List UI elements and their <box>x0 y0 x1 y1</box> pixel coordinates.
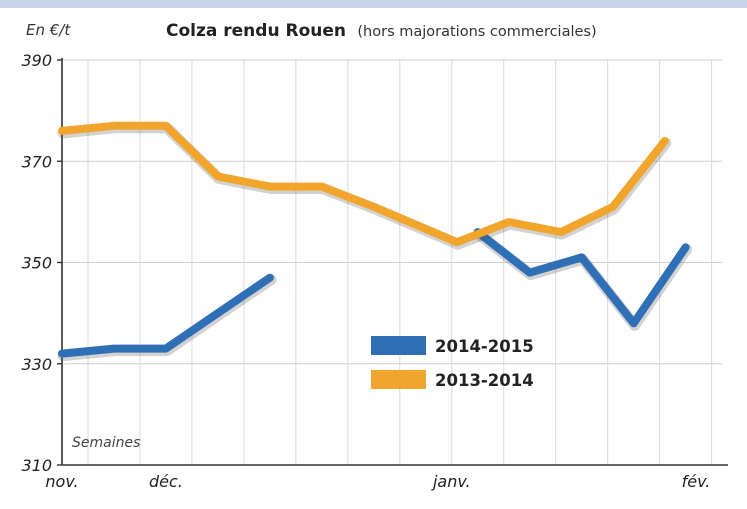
series-line <box>58 121 669 247</box>
chart-title: Colza rendu Rouen (hors majorations comm… <box>166 21 597 41</box>
legend-label: 2013-2014 <box>435 371 534 390</box>
legend: 2014-2015 2013-2014 <box>371 336 534 390</box>
series-point <box>59 351 65 357</box>
x-tick-label: déc. <box>149 472 183 491</box>
x-ticks: nov. déc. janv. fév. <box>45 472 710 491</box>
top-band <box>0 0 747 8</box>
y-tick-label: 390 <box>21 51 52 70</box>
legend-swatch <box>371 336 426 355</box>
series-point <box>267 184 273 190</box>
series-point <box>59 128 65 134</box>
series-point <box>371 204 377 210</box>
series-point <box>631 320 637 326</box>
series-point <box>111 346 117 352</box>
axes <box>61 58 728 466</box>
legend-swatch <box>371 370 426 389</box>
series-point <box>163 123 169 129</box>
series-point <box>454 239 460 245</box>
x-axis-label: Semaines <box>72 435 140 451</box>
series-point <box>579 254 585 260</box>
series-point <box>163 346 169 352</box>
legend-label: 2014-2015 <box>435 337 534 356</box>
y-tick-label: 330 <box>21 355 52 374</box>
x-tick-label: janv. <box>431 472 471 491</box>
y-tick-label: 310 <box>21 456 52 475</box>
series-point <box>319 184 325 190</box>
series-point <box>662 138 668 144</box>
x-tick-label: fév. <box>682 472 711 491</box>
series-point <box>558 229 564 235</box>
series-point <box>215 310 221 316</box>
series-point <box>215 173 221 179</box>
series-point <box>610 204 616 210</box>
y-axis-label: En €/t <box>26 21 71 39</box>
series-point <box>267 275 273 281</box>
y-ticks: 390 370 350 330 310 <box>21 51 62 475</box>
x-tick-label: nov. <box>45 472 78 491</box>
chart-title-main: Colza rendu Rouen <box>166 21 346 41</box>
series <box>57 121 693 362</box>
series-point <box>506 219 512 225</box>
chart-subtitle: (hors majorations commerciales) <box>357 24 596 40</box>
series-point <box>527 270 533 276</box>
series-point <box>111 123 117 129</box>
y-tick-label: 350 <box>21 254 52 273</box>
series-point <box>683 244 689 250</box>
y-tick-label: 370 <box>21 152 52 171</box>
